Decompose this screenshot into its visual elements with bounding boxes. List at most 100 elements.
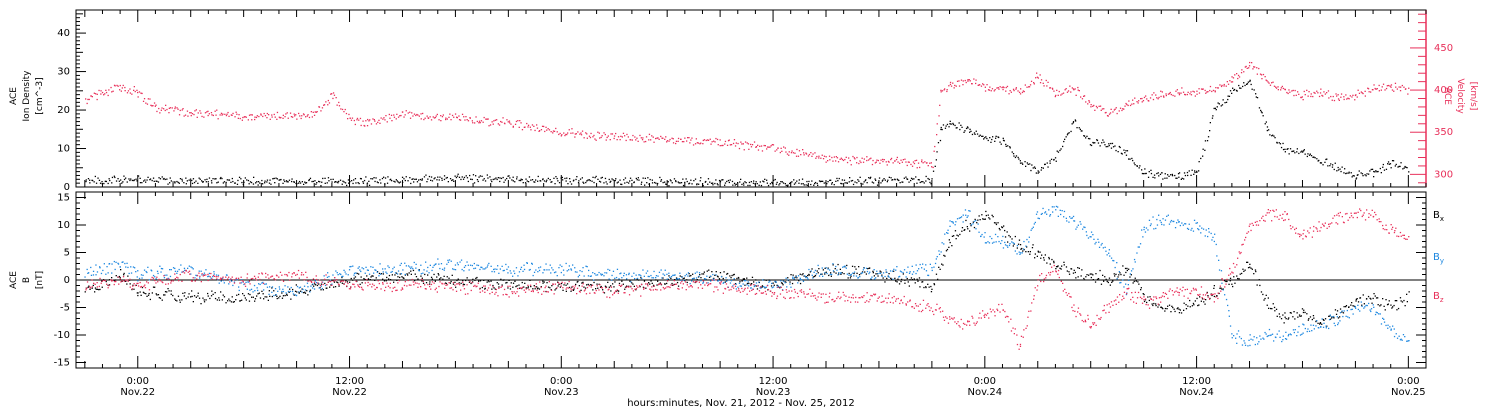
top-series-0-point [183, 182, 185, 184]
bottom-series-0-point [581, 282, 583, 284]
bottom-series-1-point [467, 264, 469, 266]
top-series-0-point [1041, 167, 1043, 169]
bottom-series-1-point [456, 262, 459, 264]
top-series-0-point [1002, 139, 1005, 141]
bottom-series-0-point [549, 287, 551, 289]
top-series-0-point [1261, 112, 1263, 114]
top-series-1-point [127, 90, 130, 92]
top-series-0-point [774, 178, 776, 181]
top-series-1-point [497, 123, 499, 125]
top-series-1-point [882, 160, 884, 163]
top-series-1-point [556, 131, 558, 133]
bottom-series-1-point [1138, 246, 1140, 248]
bottom-series-0-point [333, 281, 336, 283]
top-series-0-point [1249, 79, 1251, 81]
top-series-0-point [1325, 158, 1327, 161]
bottom-series-1-point [509, 270, 511, 272]
bottom-series-1-point [614, 277, 616, 279]
top-series-1-point [114, 85, 116, 87]
top-series-1-point [968, 79, 970, 81]
top-series-0-point [185, 177, 187, 179]
bottom-series-1-point [322, 281, 324, 283]
top-series-1-point [696, 142, 698, 144]
top-series-0-point [608, 178, 610, 181]
top-series-0-point [465, 175, 467, 177]
bottom-series-0-point [624, 288, 626, 290]
top-series-0-point [1178, 172, 1181, 174]
bottom-series-0-point [988, 217, 990, 219]
bottom-series-1-point [832, 263, 834, 265]
top-series-0-point [986, 137, 988, 140]
bottom-series-2-point [317, 282, 319, 284]
bottom-series-0-point [1254, 269, 1257, 271]
bottom-series-0-point [452, 283, 455, 285]
top-series-1-point [763, 144, 765, 147]
bottom-series-1-point [1048, 209, 1050, 211]
top-series-0-point [789, 182, 791, 185]
top-series-1-point [1390, 86, 1392, 88]
bottom-series-0-point [397, 276, 399, 278]
bottom-series-2-point [316, 278, 318, 281]
top-series-0-point [1240, 87, 1242, 89]
bottom-series-0-point [508, 279, 510, 281]
top-series-1-point [563, 132, 565, 134]
bottom-series-1-point [503, 269, 505, 272]
bottom-series-1-point [1109, 255, 1111, 257]
top-series-1-point [904, 158, 906, 160]
bottom-series-0-point [527, 287, 529, 289]
bottom-series-1-point [1068, 221, 1070, 223]
bottom-series-1-point [853, 271, 856, 273]
bottom-series-1-point [652, 277, 655, 279]
bottom-series-0-point [1185, 308, 1188, 310]
bottom-series-0-point [1258, 279, 1260, 281]
bottom-series-2-point [433, 282, 435, 284]
top-series-0-point [887, 179, 889, 181]
top-series-0-point [769, 183, 772, 185]
bottom-series-2-point [155, 282, 157, 284]
top-series-0-point [1059, 149, 1061, 152]
bottom-series-1-point [321, 287, 323, 290]
bottom-series-1-point [787, 279, 789, 281]
top-series-0-point [1370, 168, 1372, 171]
top-series-1-point [1297, 91, 1299, 93]
top-series-1-point [1266, 80, 1268, 82]
top-series-1-point [1198, 92, 1201, 94]
bottom-series-1-point [312, 287, 314, 289]
top-series-1-point [517, 120, 519, 122]
bottom-series-1-point [1174, 227, 1177, 229]
bottom-series-0-point [1017, 243, 1020, 245]
bottom-series-1-point [376, 271, 378, 273]
top-series-1-point [471, 120, 473, 122]
bottom-series-0-point [714, 274, 716, 276]
top-series-1-point [300, 117, 302, 120]
bottom-series-1-point [229, 279, 231, 281]
top-series-0-point [844, 182, 846, 184]
bottom-series-0-point [580, 289, 582, 291]
bottom-series-0-point [830, 272, 832, 274]
top-series-0-point [1332, 164, 1334, 166]
top-series-0-point [1167, 174, 1169, 176]
top-series-1-point [1178, 94, 1181, 96]
top-series-1-point [999, 86, 1001, 88]
top-series-1-point [403, 116, 405, 118]
top-series-0-point [299, 182, 302, 184]
top-series-0-point [412, 178, 414, 180]
bottom-series-1-point [643, 275, 645, 277]
bottom-series-0-point [961, 230, 963, 232]
top-series-0-point [737, 182, 739, 184]
top-series-1-point [722, 144, 724, 147]
top-series-0-point [92, 179, 94, 182]
bottom-series-1-point [1366, 304, 1368, 307]
bottom-series-1-point [589, 275, 591, 277]
bottom-series-1-point [1250, 338, 1252, 340]
top-series-1-point [420, 118, 422, 120]
top-series-1-point [610, 133, 612, 135]
top-series-1-point [669, 138, 671, 141]
top-series-1-point [1251, 62, 1253, 64]
bottom-series-0-point [1232, 285, 1234, 288]
bottom-series-0-point [1308, 318, 1310, 320]
bottom-series-1-point [740, 285, 742, 287]
bottom-series-1-point [117, 262, 119, 264]
top-series-1-point [124, 90, 126, 92]
top-series-0-point [1057, 151, 1060, 153]
